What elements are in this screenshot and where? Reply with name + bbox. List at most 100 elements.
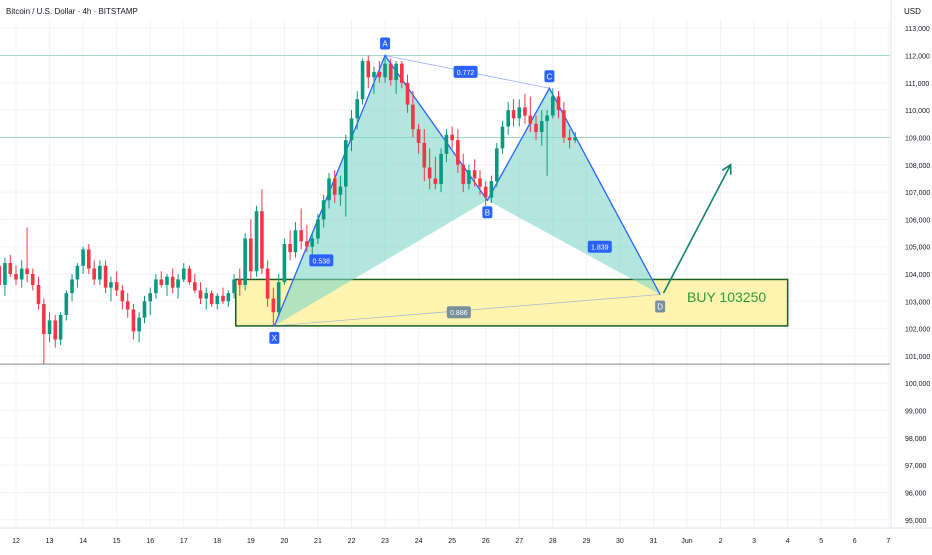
candle-body — [19, 268, 24, 280]
candle — [8, 254, 13, 277]
candle — [265, 260, 270, 307]
x-tick-label: 23 — [381, 538, 389, 545]
candle-body — [154, 279, 158, 294]
x-tick-label: 19 — [247, 538, 255, 545]
candle — [483, 181, 488, 206]
candle — [444, 129, 449, 163]
pattern-point-d: D — [655, 300, 666, 313]
y-tick-label: 101,000 — [905, 354, 930, 361]
candle-body — [545, 115, 549, 122]
overlay-layer: X A B C D 0.538 0.772 1.839 0.886 BUY 103250 — [269, 37, 766, 344]
candle — [14, 265, 18, 285]
x-tick-label: 25 — [448, 538, 456, 545]
candle — [209, 290, 214, 307]
candle — [539, 110, 544, 146]
candle — [92, 260, 96, 285]
candle — [427, 148, 432, 190]
candle-body — [523, 107, 527, 116]
candle-body — [489, 181, 494, 198]
candle-body — [103, 265, 108, 288]
candle-body — [226, 293, 231, 302]
candle — [567, 129, 572, 149]
candle-body — [170, 276, 175, 288]
candle — [25, 227, 29, 283]
candle-body — [494, 148, 499, 182]
candle-body — [556, 96, 561, 111]
y-tick-label: 104,000 — [905, 272, 930, 279]
candle — [506, 101, 510, 135]
candle-body — [81, 249, 85, 266]
x-tick-label: 17 — [180, 538, 188, 545]
candle-body — [483, 186, 488, 198]
candle-body — [87, 249, 91, 269]
candle — [293, 222, 298, 258]
candle-body — [388, 63, 393, 81]
candle — [187, 265, 192, 285]
y-tick-label: 102,000 — [905, 327, 930, 334]
candle — [114, 271, 119, 296]
candle — [394, 60, 398, 94]
ratio-label-bg — [446, 306, 471, 319]
x-tick-label: 28 — [549, 538, 557, 545]
candle-body — [377, 71, 382, 78]
candle-body — [148, 293, 152, 302]
candle — [120, 284, 125, 310]
candle-body — [176, 279, 180, 288]
y-tick-label: 96,000 — [905, 490, 927, 497]
candle — [142, 295, 147, 324]
candle — [254, 205, 259, 277]
candle-body — [567, 137, 572, 141]
projection-arrow-line — [662, 164, 732, 294]
candle-body — [467, 170, 471, 184]
candle — [53, 314, 58, 348]
candle — [461, 153, 466, 193]
x-tick-label: 16 — [146, 538, 154, 545]
candle — [377, 60, 382, 83]
candle-body — [299, 230, 303, 242]
candle — [349, 110, 354, 152]
x-tick-label: 12 — [12, 538, 20, 545]
point-label-bg — [482, 206, 493, 219]
candle — [165, 274, 169, 296]
y-tick-label: 95,000 — [905, 518, 927, 525]
x-tick-label: 24 — [415, 538, 423, 545]
point-label-bg — [655, 300, 666, 313]
chart-title: Bitcoin / U.S. Dollar · 4h · BITSTAMP — [6, 7, 138, 16]
candle-body — [47, 320, 52, 335]
y-tick-label: 100,000 — [905, 381, 930, 388]
x-tick-label: 2 — [719, 538, 723, 545]
candle — [198, 282, 203, 305]
candle — [282, 238, 287, 285]
candle-body — [327, 178, 331, 201]
x-tick-label: 26 — [482, 538, 490, 545]
candle-body — [25, 268, 29, 274]
ratio-label: 0.538 — [309, 254, 334, 267]
candle-body — [310, 238, 315, 247]
candle — [332, 170, 337, 203]
y-tick-label: 106,000 — [905, 217, 930, 224]
point-label-bg — [380, 37, 391, 50]
candle-body — [343, 140, 348, 187]
candle — [562, 101, 566, 143]
x-tick-label: Jun — [681, 538, 692, 545]
x-tick-label: 29 — [582, 538, 590, 545]
currency-label: USD — [904, 7, 921, 16]
candle — [148, 287, 152, 315]
candle — [489, 175, 494, 203]
candle-body — [316, 219, 320, 239]
candle — [125, 293, 130, 318]
candle — [237, 268, 242, 296]
x-tick-label: 13 — [46, 538, 54, 545]
candle-body — [276, 282, 281, 313]
candle-body — [349, 118, 354, 141]
candle — [383, 58, 387, 83]
pattern-point-c: C — [544, 70, 555, 83]
point-label-text: D — [657, 302, 663, 311]
candle-body — [394, 63, 398, 81]
candle-body — [243, 238, 247, 285]
candle-body — [355, 99, 360, 119]
candle — [534, 115, 538, 141]
candle-body — [53, 320, 58, 340]
x-tick-label: 3 — [752, 538, 756, 545]
